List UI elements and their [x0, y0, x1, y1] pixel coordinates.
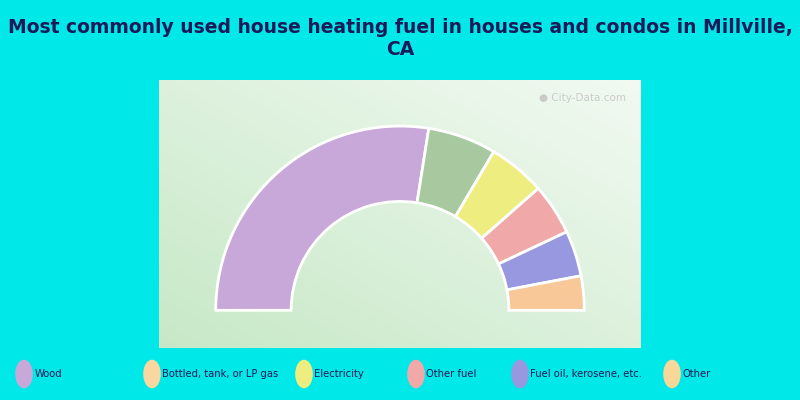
Ellipse shape: [295, 360, 313, 388]
Wedge shape: [482, 188, 566, 264]
Text: Bottled, tank, or LP gas: Bottled, tank, or LP gas: [162, 369, 278, 379]
Text: Other: Other: [682, 369, 710, 379]
Ellipse shape: [511, 360, 529, 388]
Text: Electricity: Electricity: [314, 369, 364, 379]
Wedge shape: [417, 128, 494, 216]
Wedge shape: [498, 232, 581, 290]
Ellipse shape: [407, 360, 425, 388]
Wedge shape: [507, 276, 584, 310]
Text: ● City-Data.com: ● City-Data.com: [539, 93, 626, 103]
Ellipse shape: [143, 360, 161, 388]
Ellipse shape: [663, 360, 681, 388]
Ellipse shape: [15, 360, 33, 388]
Text: Fuel oil, kerosene, etc.: Fuel oil, kerosene, etc.: [530, 369, 642, 379]
Wedge shape: [455, 152, 538, 238]
Text: Other fuel: Other fuel: [426, 369, 477, 379]
Text: Wood: Wood: [34, 369, 62, 379]
Text: Most commonly used house heating fuel in houses and condos in Millville, CA: Most commonly used house heating fuel in…: [8, 18, 792, 59]
Wedge shape: [216, 126, 429, 310]
